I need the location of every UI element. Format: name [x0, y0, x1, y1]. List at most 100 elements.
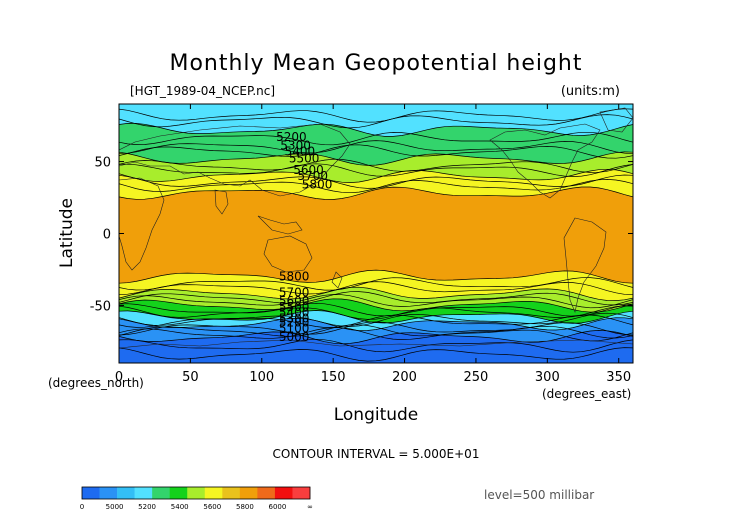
- colorbar-swatch: [274, 487, 293, 499]
- contour-line: [119, 298, 633, 313]
- contour-label: 5800: [279, 270, 310, 284]
- x-axis-label: Longitude: [334, 405, 419, 425]
- colorbar-swatch: [292, 487, 311, 499]
- contour-label: 5200: [279, 316, 310, 330]
- contour-line: [119, 294, 633, 309]
- colorbar-swatch: [222, 487, 241, 499]
- contour-line: [119, 305, 633, 320]
- contour-line: [119, 281, 633, 296]
- contour-line: [119, 317, 633, 331]
- contour-line: [119, 327, 633, 342]
- contour-line: [119, 131, 633, 146]
- x-unit-label: (degrees_east): [542, 387, 631, 401]
- map-plot-area: 5200530054005500560057005800580057005600…: [119, 104, 633, 363]
- contour-line: [119, 144, 633, 159]
- contour-line: [119, 158, 633, 173]
- contour-labels: 5200530054005500560057005800580057005600…: [276, 130, 332, 344]
- colorbar-swatch: [187, 487, 206, 499]
- contour-interval-text: CONTOUR INTERVAL = 5.000E+01: [273, 447, 480, 461]
- contour-line: [119, 314, 633, 328]
- colorbar-tick-label: 6000: [268, 503, 286, 511]
- contour-band: [119, 310, 633, 331]
- colorbar-swatch: [152, 487, 170, 499]
- x-tick-label: 100: [249, 370, 274, 385]
- contour-label: 5300: [279, 311, 310, 325]
- y-axis-label: Latitude: [57, 198, 77, 268]
- x-tick-label: 50: [182, 370, 199, 385]
- contour-band: [119, 104, 633, 137]
- contour-line: [119, 310, 633, 324]
- x-tick-label: 0: [115, 370, 123, 385]
- contour-line: [119, 151, 633, 166]
- contour-label: 5400: [285, 145, 316, 159]
- colorbar-frame: [81, 486, 311, 500]
- colorbar-tick-label: 5600: [203, 503, 221, 511]
- contour-line: [119, 179, 633, 194]
- contour-line: [119, 186, 633, 200]
- x-tick-label: 350: [606, 370, 631, 385]
- file-subtitle: [HGT_1989-04_NCEP.nc]: [130, 84, 275, 98]
- contour-label: 5200: [276, 130, 307, 144]
- y-unit-label: (degrees_north): [48, 376, 144, 390]
- contour-label: 5800: [302, 178, 333, 192]
- y-tick-label: 50: [94, 156, 111, 171]
- contour-label: 5300: [280, 139, 311, 153]
- contour-band: [119, 169, 633, 200]
- colorbar-tick-label: 5400: [171, 503, 189, 511]
- contour-band: [119, 298, 633, 324]
- colorbar-swatch: [117, 487, 135, 499]
- level-text: level=500 millibar: [484, 488, 594, 502]
- x-tick-label: 150: [321, 370, 346, 385]
- x-tick-label: 300: [535, 370, 560, 385]
- contour-label: 5700: [298, 169, 329, 183]
- contour-line: [119, 123, 633, 137]
- colorbar-tick-labels: 0 5000 5200 5400 5600 5800 6000 ∞: [80, 503, 313, 511]
- contour-label: 5500: [279, 300, 310, 314]
- contour-label: 5400: [279, 306, 310, 320]
- contour-lines: [119, 108, 633, 362]
- contour-label: 5000: [279, 330, 310, 344]
- x-tick-label: 200: [392, 370, 417, 385]
- colorbar-swatch: [257, 487, 276, 499]
- contour-band: [119, 187, 633, 284]
- chart-title: Monthly Mean Geopotential height: [169, 51, 582, 76]
- contour-line: [119, 114, 633, 129]
- coastlines: [119, 107, 633, 349]
- colorbar: [81, 486, 311, 500]
- contour-line: [119, 168, 633, 183]
- contour-line: [119, 140, 633, 155]
- contour-line: [119, 302, 633, 317]
- contour-line: [119, 291, 633, 306]
- contour-label: 5100: [279, 322, 310, 336]
- y-tick-label: -50: [90, 299, 111, 314]
- colorbar-swatch: [99, 487, 118, 499]
- contour-line: [119, 286, 633, 301]
- contour-line: [119, 108, 633, 123]
- contour-label: 5600: [293, 163, 324, 177]
- contour-line: [119, 163, 633, 177]
- colorbar-swatch: [239, 487, 258, 499]
- colorbar-tick-label: 0: [80, 503, 84, 511]
- x-tick-label: 250: [464, 370, 489, 385]
- contour-line: [119, 324, 633, 339]
- contour-label: 5500: [289, 152, 320, 166]
- contour-line: [119, 338, 633, 353]
- contour-band: [119, 123, 633, 166]
- colorbar-tick-label: 5800: [236, 503, 254, 511]
- contour-label: 5700: [279, 286, 310, 300]
- colorbar-swatch: [82, 487, 100, 499]
- x-axis-ticks: 0 50 100 150 200 250 300 350: [115, 104, 631, 385]
- filled-contour-bands: [119, 104, 633, 363]
- y-axis-ticks: 50 0 -50: [90, 156, 633, 314]
- contour-line: [119, 321, 633, 336]
- contour-line: [119, 269, 633, 284]
- colorbar-tick-label: 5000: [106, 503, 124, 511]
- colorbar-swatch: [134, 487, 153, 499]
- y-tick-label: 0: [103, 228, 111, 243]
- colorbar-swatch: [204, 487, 223, 499]
- colorbar-tick-label: ∞: [307, 503, 313, 511]
- units-subtitle: (units:m): [561, 84, 620, 99]
- contour-label: 5600: [279, 294, 310, 308]
- colorbar-tick-label: 5200: [138, 503, 156, 511]
